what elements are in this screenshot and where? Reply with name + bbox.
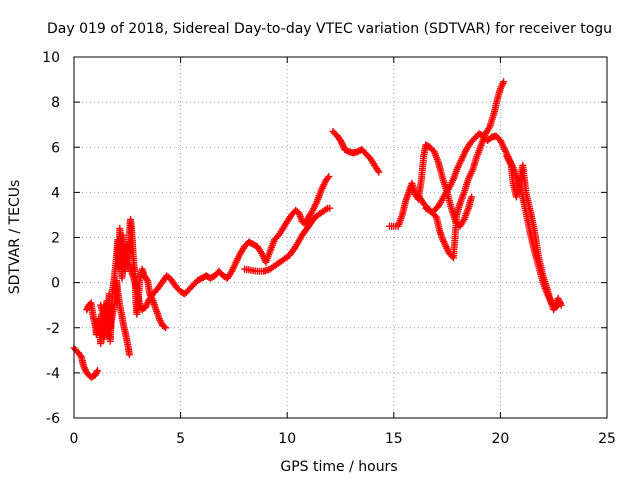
data-point (141, 303, 149, 311)
data-point (125, 351, 133, 359)
x-tick-labels: 0 5 10 15 20 25 (70, 431, 616, 447)
y-tick-label: -6 (46, 411, 60, 427)
data-point (76, 352, 84, 360)
data-point (557, 301, 565, 309)
y-axis-label: SDTVAR / TECUs (7, 180, 23, 295)
data-point (322, 205, 330, 213)
chart-title: Day 019 of 2018, Sidereal Day-to-day VTE… (47, 21, 612, 37)
data-point (325, 173, 333, 181)
y-tick-label: 8 (51, 95, 60, 111)
x-tick-label: 5 (176, 431, 185, 447)
y-tick-label: -2 (46, 321, 60, 337)
data-point (375, 168, 383, 176)
plot-frame (73, 56, 608, 419)
y-tick-label: 6 (51, 140, 60, 156)
x-tick-label: 0 (70, 431, 79, 447)
data-point (468, 193, 476, 201)
x-tick-label: 15 (385, 431, 403, 447)
y-tick-label: -4 (46, 366, 60, 382)
data-point (500, 78, 508, 86)
x-tick-label: 20 (491, 431, 509, 447)
x-axis-label: GPS time / hours (280, 459, 397, 475)
x-tick-label: 10 (278, 431, 296, 447)
data-point (326, 204, 334, 212)
y-tick-label: 2 (51, 231, 60, 247)
y-tick-label: 10 (42, 50, 60, 66)
x-tick-label: 25 (598, 431, 616, 447)
data-point (162, 324, 170, 332)
data-series (70, 78, 565, 381)
data-point (93, 368, 101, 376)
y-tick-labels: -6 -4 -2 0 2 4 6 8 10 (42, 50, 60, 427)
y-tick-label: 0 (51, 276, 60, 292)
data-point (439, 236, 447, 244)
data-point (94, 367, 101, 375)
data-point (324, 174, 332, 182)
y-tick-label: 4 (51, 185, 60, 201)
data-point (143, 275, 150, 283)
data-point (160, 323, 168, 331)
